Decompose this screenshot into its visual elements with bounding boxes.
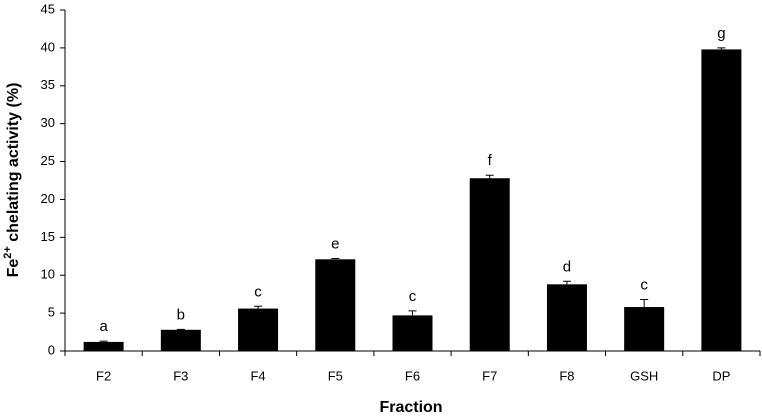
x-tick-label: F5 — [328, 368, 343, 383]
y-tick-label: 15 — [41, 229, 55, 244]
y-tick-label: 40 — [41, 39, 55, 54]
bar — [392, 315, 433, 351]
x-tick-label: GSH — [630, 368, 658, 383]
significance-letter: c — [640, 276, 648, 293]
x-tick-label: F8 — [559, 368, 574, 383]
x-tick-label: F3 — [173, 368, 188, 383]
error-bar — [254, 305, 263, 309]
significance-letter: c — [409, 288, 417, 305]
significance-letter: c — [254, 283, 262, 300]
y-tick-label: 45 — [41, 1, 55, 16]
error-bar — [562, 280, 571, 285]
y-tick-label: 10 — [41, 267, 55, 282]
significance-letter: g — [717, 25, 725, 42]
bar — [546, 284, 587, 351]
bar — [160, 329, 201, 351]
y-tick-label: 30 — [41, 115, 55, 130]
error-bar — [408, 310, 417, 316]
bar — [701, 49, 742, 351]
x-tick-label: F4 — [250, 368, 265, 383]
error-bar — [717, 47, 726, 50]
error-bar — [640, 298, 649, 308]
x-tick-label: DP — [712, 368, 730, 383]
x-tick-label: F7 — [482, 368, 497, 383]
x-tick-label: F6 — [405, 368, 420, 383]
y-axis-title: Fe2+ chelating activity (%) — [2, 83, 22, 278]
error-bar — [485, 174, 494, 179]
y-tick-label: 5 — [48, 305, 55, 320]
y-tick-label: 0 — [48, 342, 55, 357]
significance-letter: d — [563, 258, 571, 275]
significance-letter: e — [331, 236, 339, 253]
bar — [624, 307, 665, 351]
bar — [83, 341, 124, 351]
y-title-base: Fe — [5, 259, 22, 278]
y-tick-label: 20 — [41, 191, 55, 206]
error-bar — [331, 258, 340, 260]
bar — [315, 259, 356, 351]
y-title-rest: chelating activity (%) — [5, 83, 22, 247]
bar — [469, 178, 510, 351]
significance-letter: b — [177, 306, 185, 323]
x-axis-title: Fraction — [379, 399, 442, 416]
y-tick-label: 35 — [41, 77, 55, 92]
x-tick-label: F2 — [96, 368, 111, 383]
y-tick-label: 25 — [41, 153, 55, 168]
error-bar — [99, 340, 108, 342]
y-title-superscript: 2+ — [2, 246, 14, 259]
significance-letter: a — [99, 318, 108, 335]
significance-letter: f — [488, 152, 493, 169]
bar — [238, 308, 279, 351]
